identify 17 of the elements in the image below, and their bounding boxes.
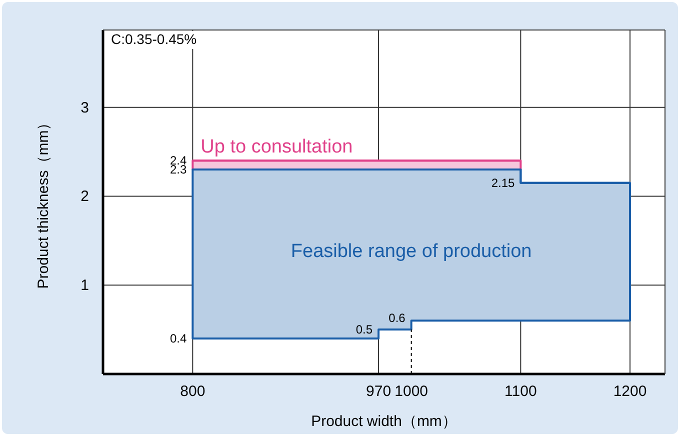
- annotation: C:0.35-0.45%: [111, 31, 197, 47]
- x-tick-label: 970: [366, 383, 392, 400]
- y-tick-label: 1: [80, 277, 89, 294]
- series-label: Up to consultation: [200, 136, 353, 158]
- x-tick-label: 1100: [504, 383, 537, 400]
- y-tick-label: 3: [80, 99, 89, 116]
- text: Feasible range of production: [290, 241, 532, 262]
- annotation: 0.5: [356, 322, 373, 337]
- y-tick-label: 2: [80, 188, 89, 206]
- x-tick-label: 800: [180, 383, 206, 400]
- annotation: 2.15: [491, 176, 515, 190]
- annotation: 0.6: [388, 311, 406, 325]
- x-tick-label: 1200: [613, 383, 647, 400]
- x-tick-label: 1000: [394, 383, 428, 400]
- annotation: 0.4: [170, 331, 187, 346]
- x-axis-title: Product width（mm）: [311, 413, 457, 430]
- y-axis-title: Product thickness（mm）: [35, 115, 52, 289]
